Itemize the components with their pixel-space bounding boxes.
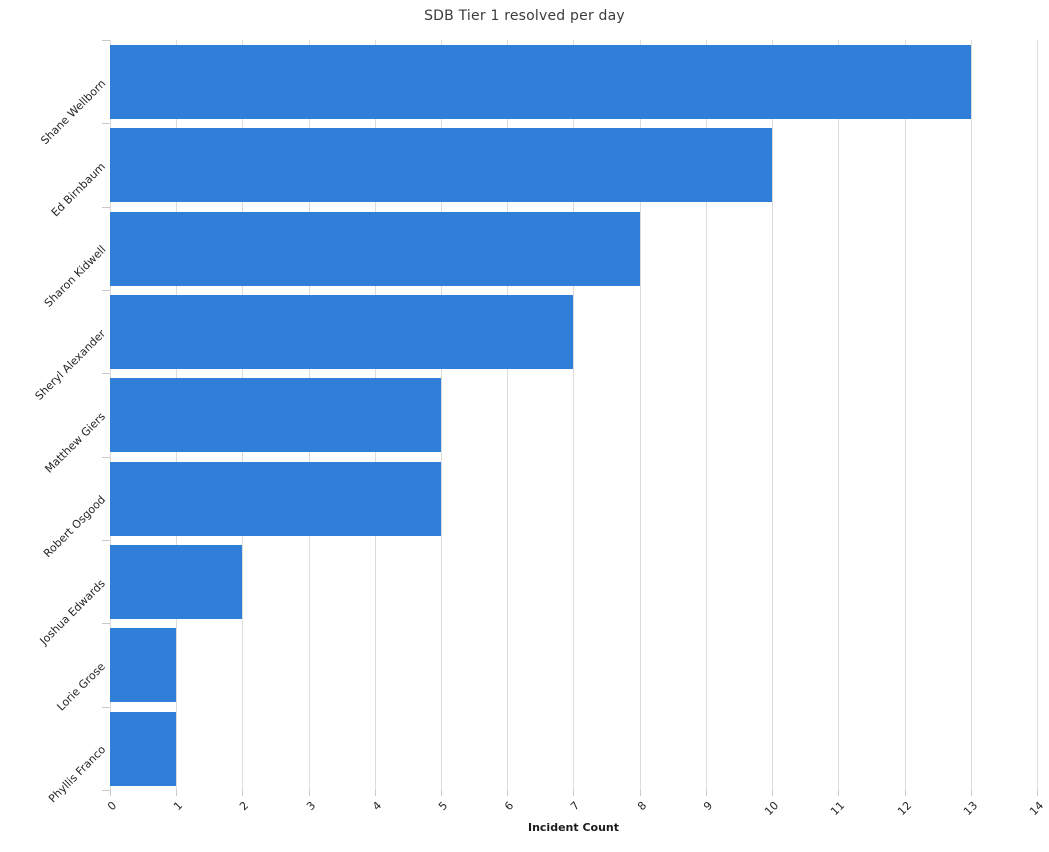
- x-tick-mark: [176, 790, 177, 796]
- bar-sheryl-alexander: [110, 295, 573, 369]
- y-tick-label: Robert Osgood: [41, 493, 109, 561]
- gridline: [573, 40, 574, 790]
- x-tick-label: 0: [105, 799, 120, 814]
- gridline: [772, 40, 773, 790]
- x-tick-label: 10: [762, 799, 782, 819]
- x-tick-mark: [110, 790, 111, 796]
- bar-matthew-giers: [110, 378, 441, 452]
- y-tick-mark: [102, 290, 110, 291]
- gridline: [706, 40, 707, 790]
- y-tick-mark: [102, 373, 110, 374]
- y-tick-label: Shane Wellborn: [38, 77, 109, 148]
- y-tick-mark: [102, 790, 110, 791]
- gridline: [971, 40, 972, 790]
- x-tick-label: 14: [1027, 799, 1047, 819]
- x-tick-label: 5: [436, 799, 451, 814]
- x-tick-mark: [1037, 790, 1038, 796]
- y-tick-label: Phyllis Franco: [45, 743, 109, 806]
- x-tick-mark: [905, 790, 906, 796]
- x-tick-mark: [242, 790, 243, 796]
- x-tick-label: 2: [237, 799, 252, 814]
- x-tick-label: 11: [828, 799, 848, 819]
- x-tick-mark: [309, 790, 310, 796]
- x-tick-mark: [375, 790, 376, 796]
- y-tick-label: Joshua Edwards: [37, 577, 109, 648]
- x-tick-label: 3: [304, 799, 319, 814]
- gridline: [838, 40, 839, 790]
- y-tick-mark: [102, 207, 110, 208]
- y-tick-mark: [102, 457, 110, 458]
- bar-phyllis-franco: [110, 712, 176, 786]
- x-tick-mark: [640, 790, 641, 796]
- x-tick-label: 7: [568, 799, 583, 814]
- bar-sharon-kidwell: [110, 212, 640, 286]
- y-tick-mark: [102, 623, 110, 624]
- x-tick-mark: [838, 790, 839, 796]
- gridline: [1037, 40, 1038, 790]
- x-tick-label: 13: [961, 799, 981, 819]
- y-tick-label: Matthew Giers: [42, 410, 109, 476]
- x-tick-label: 1: [171, 799, 186, 814]
- chart-title: SDB Tier 1 resolved per day: [424, 8, 625, 24]
- bar-shane-wellborn: [110, 45, 971, 119]
- x-tick-mark: [507, 790, 508, 796]
- x-tick-label: 8: [635, 799, 650, 814]
- bar-lorie-grose: [110, 628, 176, 702]
- x-tick-mark: [971, 790, 972, 796]
- y-tick-mark: [102, 40, 110, 41]
- x-tick-label: 9: [701, 799, 716, 814]
- x-tick-mark: [772, 790, 773, 796]
- gridline: [507, 40, 508, 790]
- gridline: [905, 40, 906, 790]
- bar-joshua-edwards: [110, 545, 242, 619]
- y-tick-label: Sharon Kidwell: [41, 243, 109, 310]
- y-tick-label: Sheryl Alexander: [32, 327, 109, 403]
- gridline: [640, 40, 641, 790]
- x-tick-label: 4: [370, 799, 385, 814]
- x-tick-label: 12: [895, 799, 915, 819]
- gridline: [441, 40, 442, 790]
- y-tick-mark: [102, 540, 110, 541]
- y-tick-label: Ed Birnbaum: [49, 160, 109, 220]
- bar-ed-birnbaum: [110, 128, 772, 202]
- x-axis-title: Incident Count: [527, 821, 620, 834]
- x-tick-mark: [441, 790, 442, 796]
- x-tick-label: 6: [502, 799, 517, 814]
- x-tick-mark: [706, 790, 707, 796]
- x-tick-mark: [573, 790, 574, 796]
- y-tick-mark: [102, 707, 110, 708]
- bar-robert-osgood: [110, 462, 441, 536]
- y-tick-label: Lorie Grose: [54, 660, 109, 714]
- plot-area: [102, 40, 1038, 796]
- y-tick-mark: [102, 123, 110, 124]
